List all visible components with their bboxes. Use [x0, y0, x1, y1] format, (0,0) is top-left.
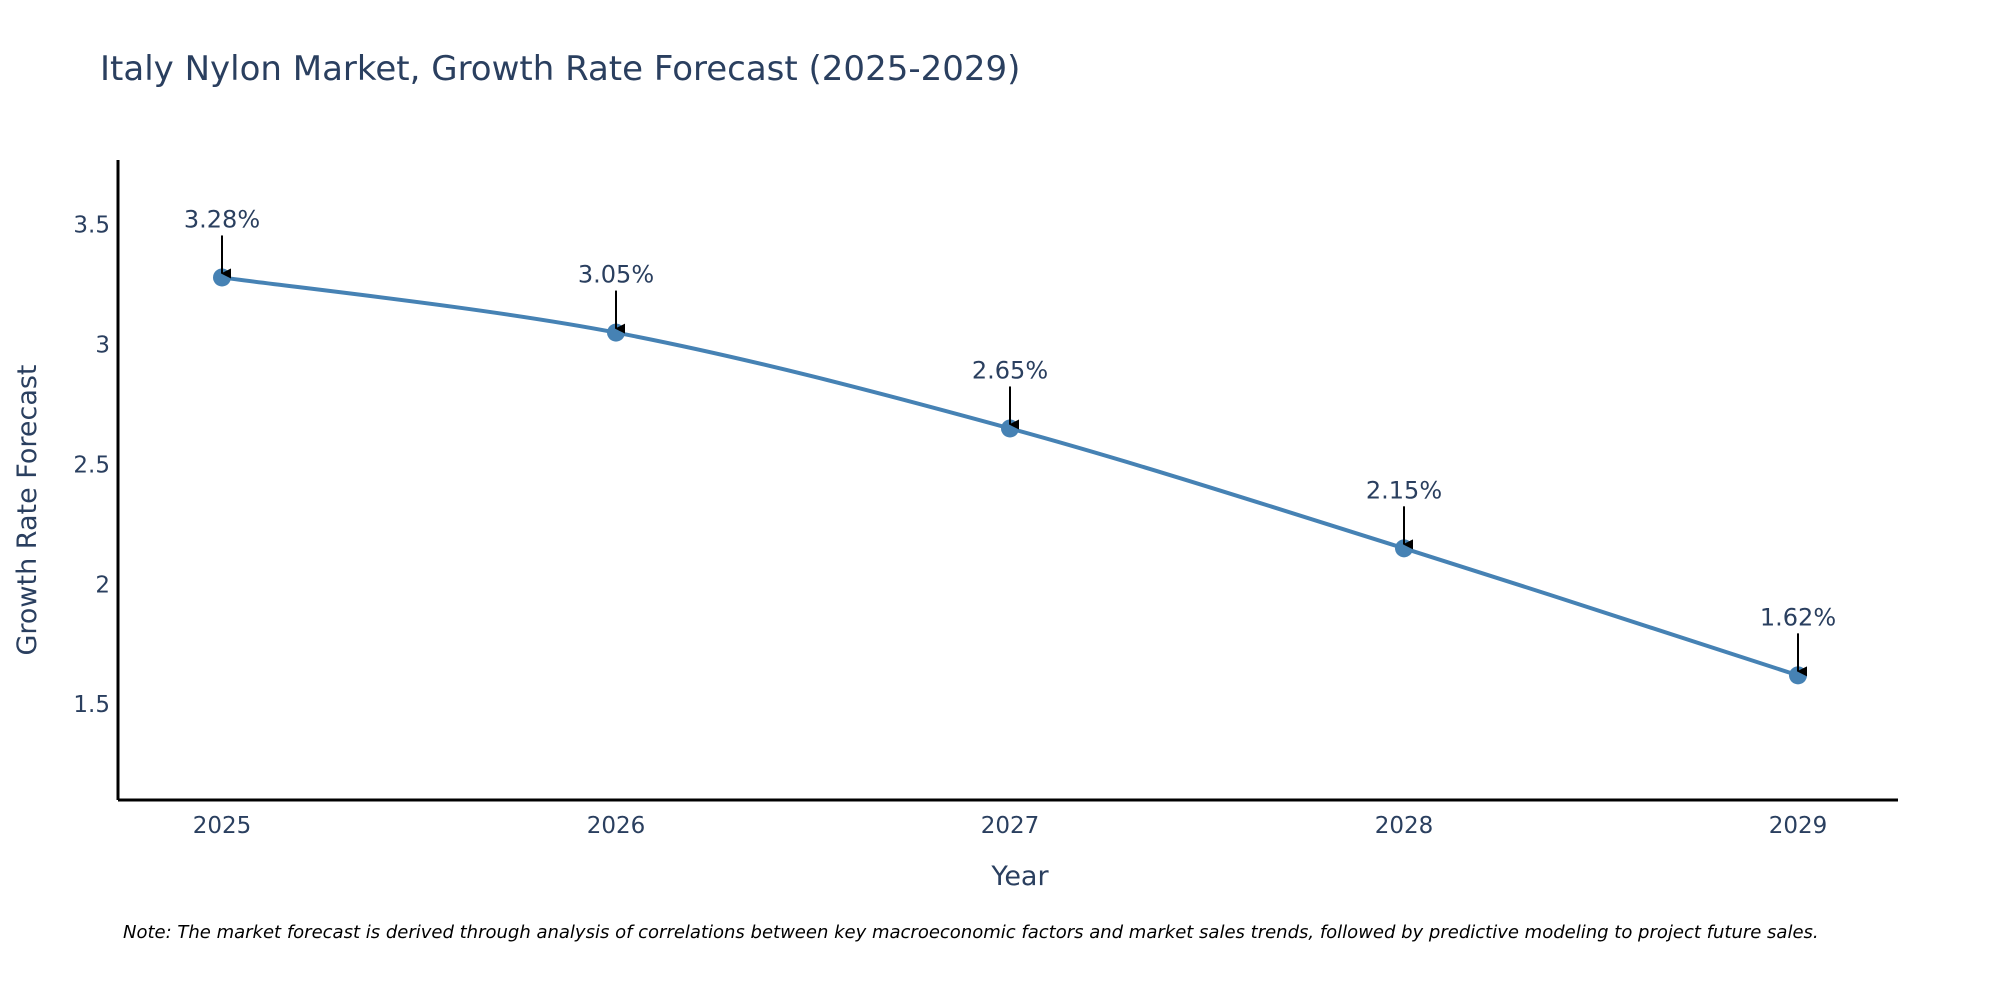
y-tick-label: 3 — [95, 333, 110, 359]
y-tick-label: 2.5 — [73, 452, 110, 478]
data-annotations: 3.28% 3.05% 2.65% 2.15% 1.62% — [184, 205, 1836, 677]
x-tick-label: 2029 — [1769, 813, 1828, 839]
axes — [116, 160, 1898, 802]
y-tick-label: 1.5 — [73, 692, 110, 718]
x-tick-label: 2025 — [193, 813, 252, 839]
footnote: Note: The market forecast is derived thr… — [123, 922, 1819, 943]
data-label: 3.05% — [578, 261, 654, 289]
data-label: 2.65% — [972, 356, 1048, 384]
data-label: 1.62% — [1760, 603, 1836, 631]
chart-title: Italy Nylon Market, Growth Rate Forecast… — [100, 49, 1020, 89]
series-line — [221, 275, 1799, 678]
y-axis-ticks: 1.5 2 2.5 3 3.5 — [73, 213, 110, 718]
series-growth-rate — [221, 275, 1799, 678]
y-tick-label: 3.5 — [73, 213, 110, 239]
x-axis-ticks: 2025 2026 2027 2028 2029 — [193, 813, 1828, 839]
y-axis-title: Growth Rate Forecast — [12, 364, 43, 655]
x-tick-label: 2028 — [1375, 813, 1434, 839]
data-label: 3.28% — [184, 205, 260, 233]
y-tick-label: 2 — [95, 572, 110, 598]
data-label: 2.15% — [1366, 476, 1442, 504]
x-tick-label: 2027 — [981, 813, 1040, 839]
x-tick-label: 2026 — [587, 813, 646, 839]
data-markers — [213, 268, 1807, 685]
x-axis-title: Year — [990, 861, 1049, 892]
